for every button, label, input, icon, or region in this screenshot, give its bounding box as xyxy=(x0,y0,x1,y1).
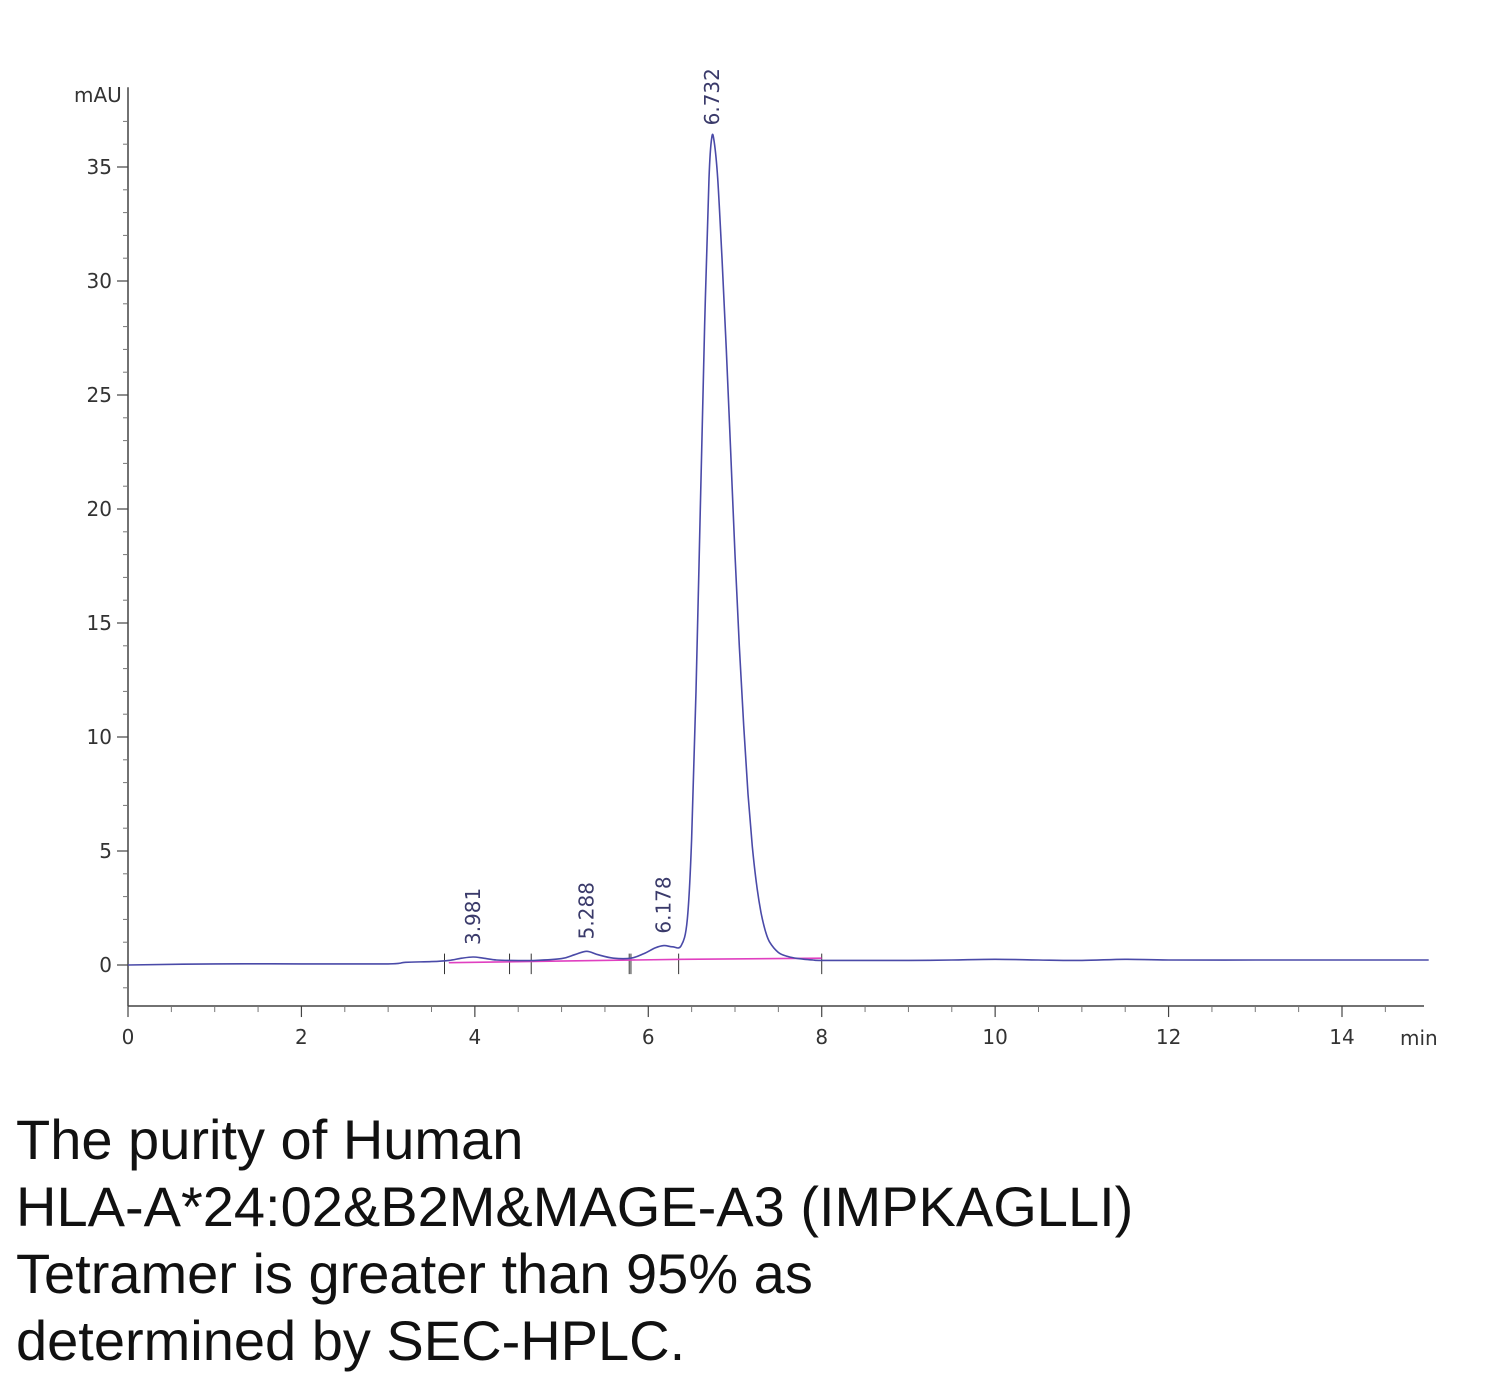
y-tick-label: 20 xyxy=(87,497,112,521)
x-axis-ticks: 0 2 4 6 8 10 12 14 xyxy=(122,1006,1386,1049)
y-tick-label: 10 xyxy=(87,725,112,749)
y-axis-ticks: 0 5 10 15 20 25 30 35 xyxy=(87,120,128,989)
peak-labels: 3.981 5.288 6.178 6.732 xyxy=(461,68,724,945)
peak-retention-label: 5.288 xyxy=(575,882,599,939)
y-tick-label: 0 xyxy=(99,953,112,977)
peak-retention-label: 3.981 xyxy=(461,888,485,945)
integration-baseline xyxy=(448,957,822,964)
y-tick-label: 25 xyxy=(87,383,112,407)
y-tick-label: 30 xyxy=(87,269,112,293)
y-tick-label: 5 xyxy=(99,839,112,863)
x-tick-label: 6 xyxy=(642,1025,655,1049)
chromatogram-trace xyxy=(127,133,1429,966)
caption-line-3: Tetramer is greater than 95% as xyxy=(16,1242,813,1305)
peak-retention-label: 6.178 xyxy=(652,876,676,933)
caption-line-1: The purity of Human xyxy=(16,1108,524,1171)
x-tick-label: 2 xyxy=(295,1025,308,1049)
plot-area xyxy=(127,133,1429,975)
caption: The purity of Human HLA-A*24:02&B2M&MAGE… xyxy=(16,1106,1486,1374)
y-tick-label: 15 xyxy=(87,611,112,635)
caption-line-4: determined by SEC-HPLC. xyxy=(16,1309,686,1372)
x-tick-label: 4 xyxy=(468,1025,481,1049)
x-tick-label: 8 xyxy=(815,1025,828,1049)
caption-line-2: HLA-A*24:02&B2M&MAGE-A3 (IMPKAGLLI) xyxy=(16,1175,1134,1238)
y-axis-unit-label: mAU xyxy=(74,83,122,107)
x-tick-label: 12 xyxy=(1156,1025,1181,1049)
x-tick-label: 0 xyxy=(122,1025,135,1049)
peak-retention-label: 6.732 xyxy=(700,68,724,125)
x-tick-label: 14 xyxy=(1329,1025,1354,1049)
x-tick-label: 10 xyxy=(982,1025,1007,1049)
x-axis-unit-label: min xyxy=(1400,1026,1438,1050)
chromatogram-chart: 0 5 10 15 20 25 30 35 0 2 4 6 8 10 12 14 3.981 5.288 6.1… xyxy=(74,68,1438,1050)
axes xyxy=(127,87,1424,1007)
y-tick-label: 35 xyxy=(87,155,112,179)
